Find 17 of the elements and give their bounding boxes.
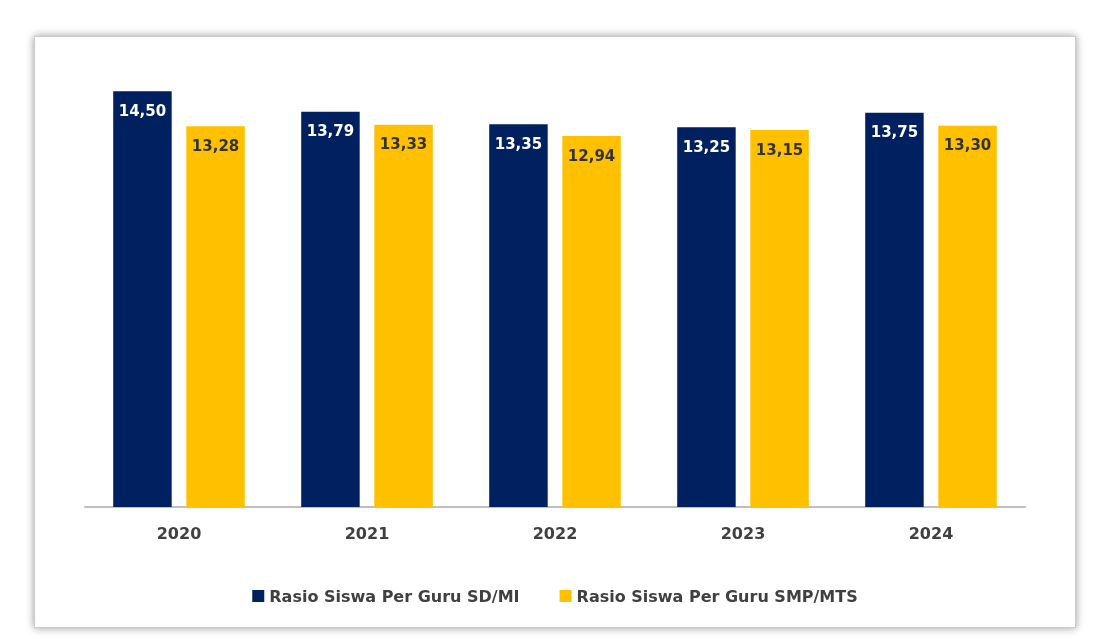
legend-label: Rasio Siswa Per Guru SD/MI	[269, 586, 520, 606]
x-tick-label: 2022	[532, 523, 578, 543]
x-tick-label: 2023	[720, 523, 766, 543]
data-label: 13,30	[943, 136, 992, 155]
data-label: 13,25	[682, 137, 731, 156]
data-label: 13,33	[379, 135, 428, 154]
data-label: 13,75	[870, 123, 919, 142]
data-label: 13,79	[306, 122, 355, 141]
x-tick-label: 2020	[156, 523, 202, 543]
data-label: 13,28	[191, 136, 240, 155]
data-label: 13,35	[494, 134, 543, 153]
legend-label: Rasio Siswa Per Guru SMP/MTS	[576, 586, 858, 606]
data-label: 14,50	[118, 101, 167, 120]
x-tick-label: 2021	[344, 523, 390, 543]
data-label: 13,15	[755, 140, 804, 159]
data-label: 12,94	[567, 146, 616, 165]
x-tick-label: 2024	[908, 523, 954, 543]
